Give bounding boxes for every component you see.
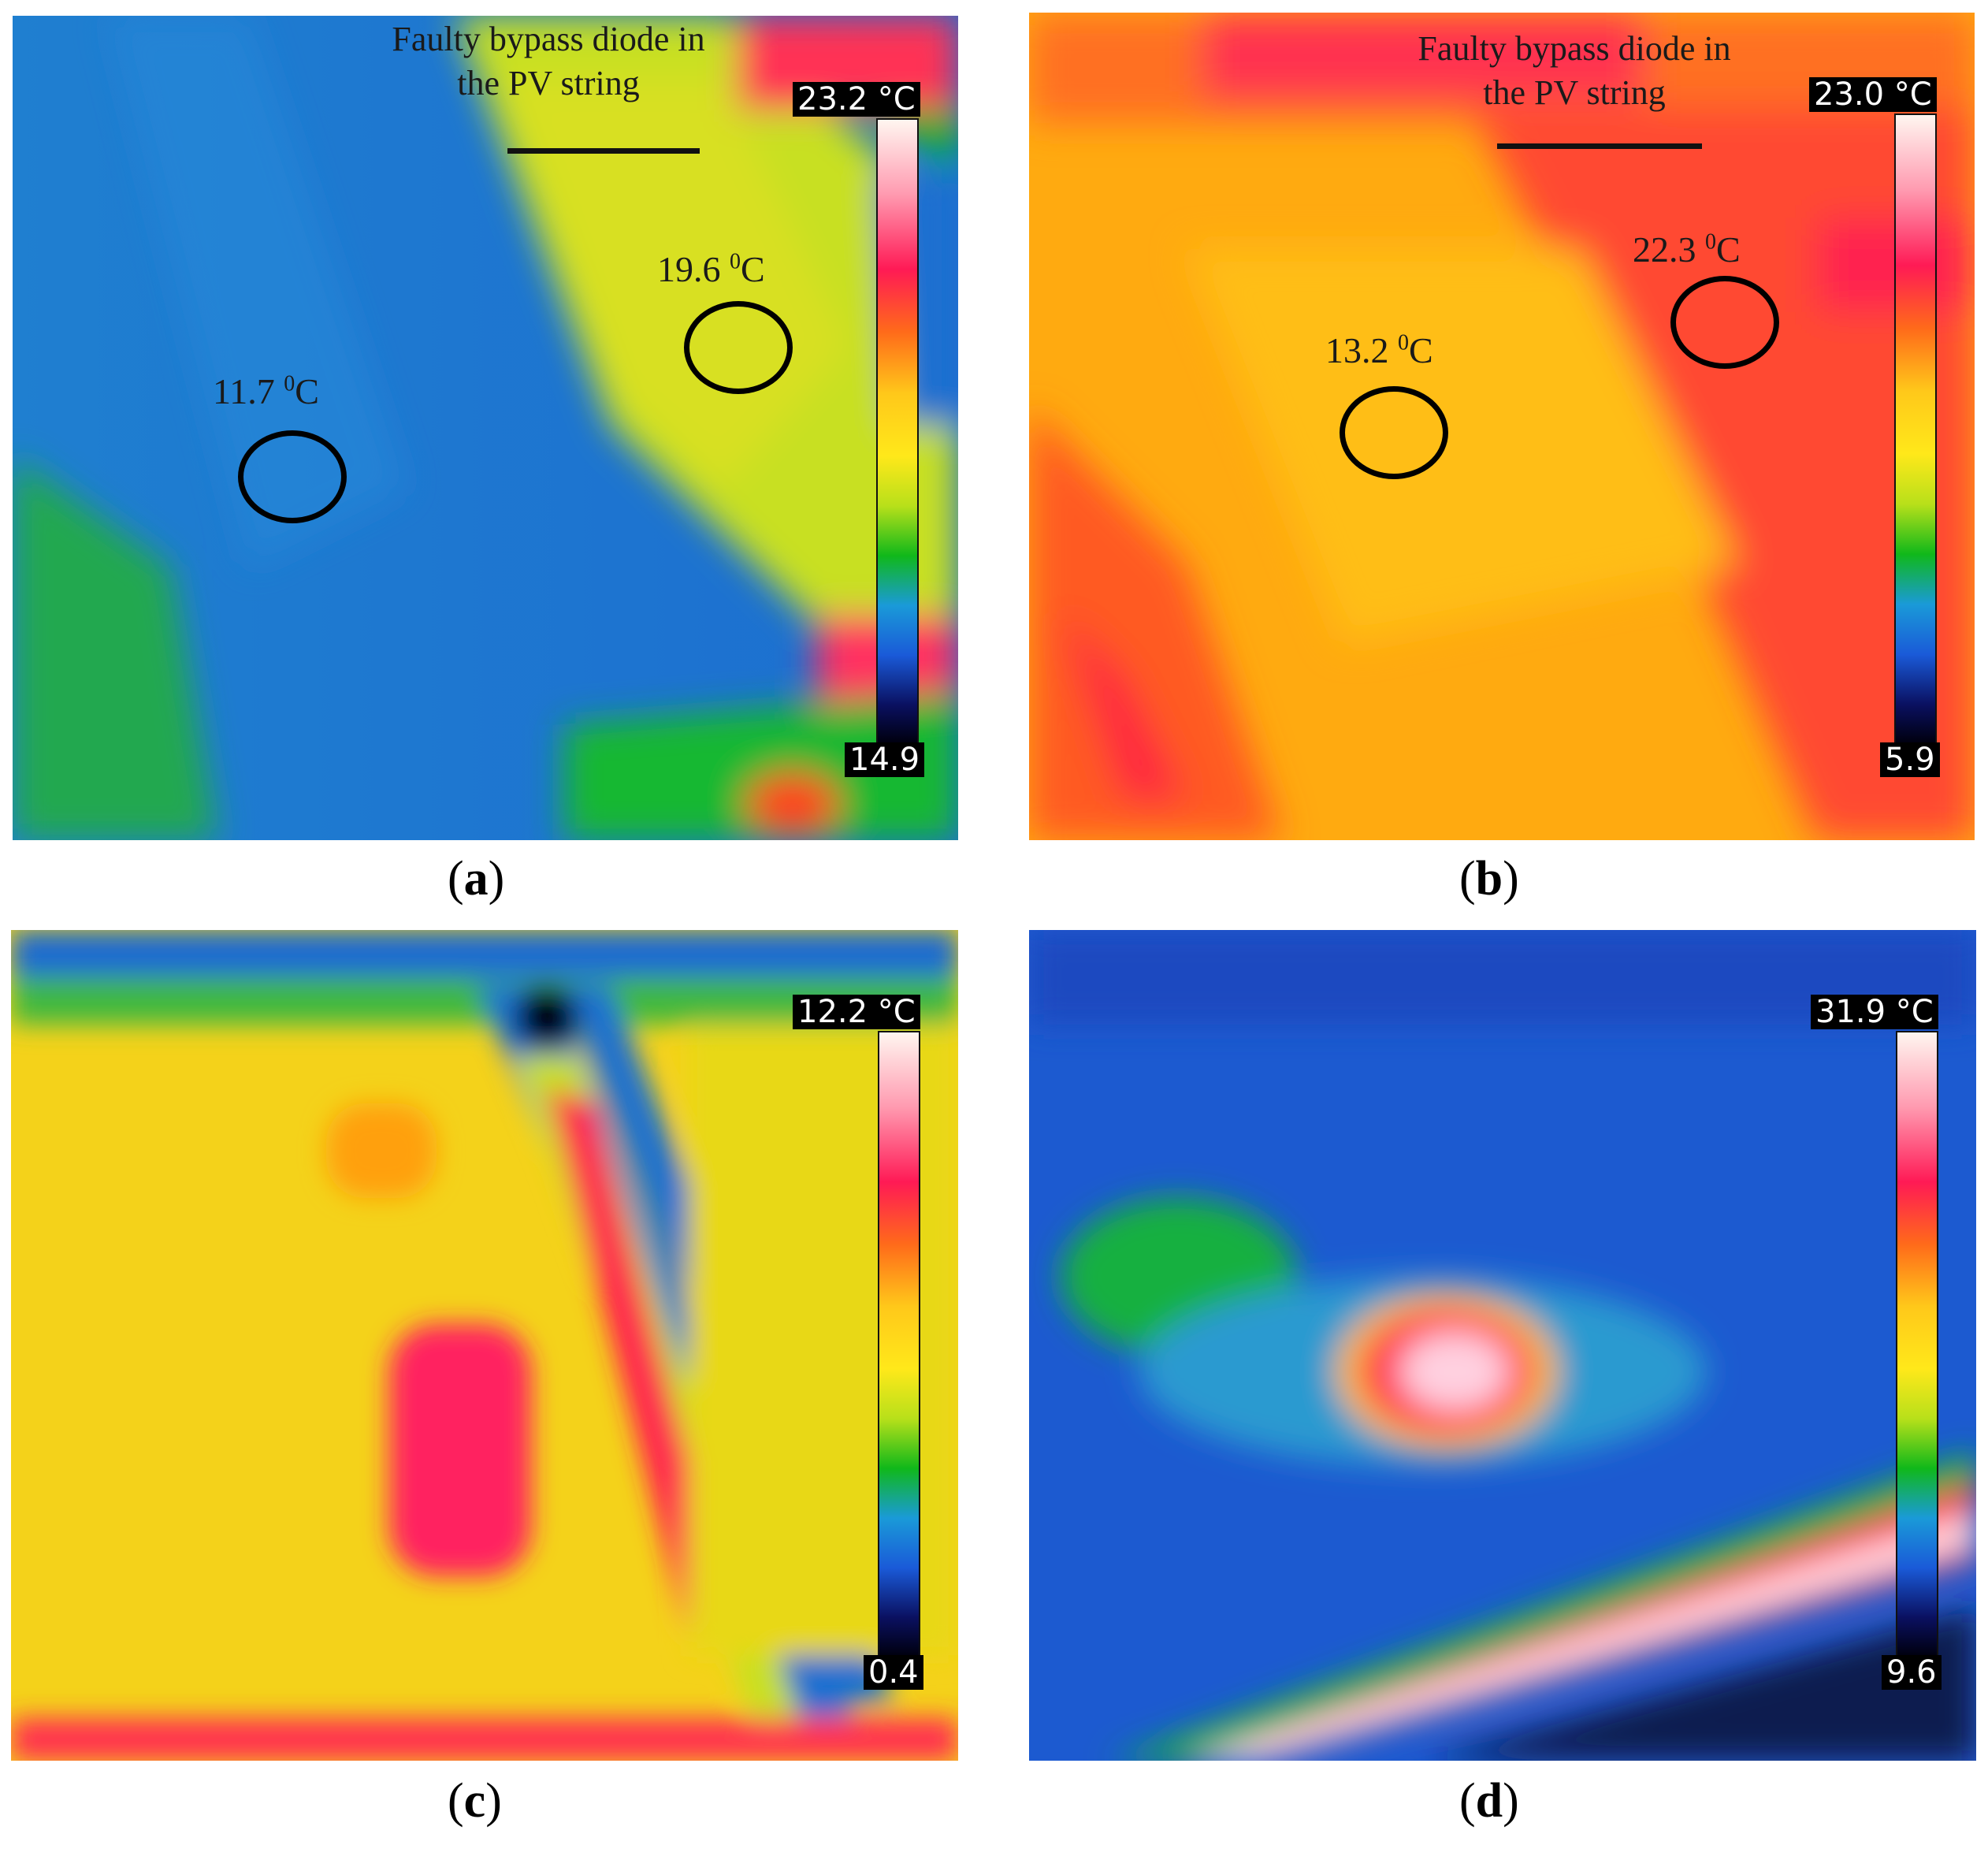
color-scale-bar	[878, 1031, 920, 1657]
temp-unit: C	[295, 371, 319, 411]
thermal-image-a: Faulty bypass diode in the PV string 11.…	[13, 16, 958, 840]
temp-label-cold: 13.2 0C	[1325, 329, 1433, 371]
caption-b: (b)	[1459, 852, 1519, 906]
temp-label-hot: 22.3 0C	[1633, 229, 1741, 270]
scale-max-label: 23.0 °C	[1809, 77, 1937, 112]
temp-degree: 0	[730, 249, 741, 274]
thermal-image-c-graphic	[11, 930, 958, 1761]
annotation-line-2: the PV string	[1483, 73, 1666, 112]
measurement-circle-hot	[1670, 276, 1779, 369]
measurement-circle-cold	[1340, 386, 1448, 479]
scale-min-label: 14.9	[845, 742, 925, 777]
scale-min-label: 5.9	[1880, 742, 1940, 777]
scale-max-label: 12.2 °C	[793, 995, 920, 1029]
scale-max-label: 23.2 °C	[793, 82, 920, 117]
caption-letter: d	[1475, 1774, 1503, 1828]
measurement-circle-hot	[684, 301, 793, 394]
temp-degree: 0	[1398, 330, 1409, 355]
caption-a: (a)	[448, 852, 505, 906]
annotation-faulty-diode: Faulty bypass diode in the PV string	[344, 17, 753, 106]
thermal-image-d: 31.9 °C 9.6	[1029, 930, 1976, 1761]
caption-d: (d)	[1459, 1774, 1519, 1828]
color-scale-bar	[1896, 1031, 1938, 1657]
temp-unit: C	[1409, 330, 1433, 370]
thermal-image-c: 12.2 °C 0.4	[11, 930, 958, 1761]
scale-min-label: 9.6	[1882, 1655, 1942, 1690]
temp-value: 13.2	[1325, 330, 1398, 370]
annotation-line-1: Faulty bypass diode in	[392, 20, 705, 58]
annotation-underline	[507, 148, 700, 154]
caption-c: (c)	[448, 1774, 502, 1828]
temp-value: 22.3	[1633, 229, 1705, 270]
temp-label-hot: 19.6 0C	[657, 248, 765, 290]
temp-degree: 0	[1705, 229, 1716, 255]
annotation-underline	[1497, 143, 1702, 149]
measurement-circle-cold	[238, 430, 347, 523]
thermal-image-b: Faulty bypass diode in the PV string 13.…	[1029, 13, 1975, 840]
annotation-faulty-diode: Faulty bypass diode in the PV string	[1369, 27, 1779, 115]
thermal-image-d-graphic	[1029, 930, 1976, 1761]
color-scale-bar	[876, 118, 919, 744]
scale-min-label: 0.4	[864, 1655, 923, 1690]
color-scale-bar	[1894, 113, 1937, 744]
caption-letter: a	[463, 852, 489, 906]
temp-value: 19.6	[657, 249, 730, 289]
temp-degree: 0	[284, 371, 295, 396]
annotation-line-2: the PV string	[457, 64, 640, 102]
temp-unit: C	[741, 249, 765, 289]
temp-label-cold: 11.7 0C	[213, 370, 319, 412]
temp-unit: C	[1716, 229, 1741, 270]
scale-max-label: 31.9 °C	[1811, 995, 1938, 1029]
temp-value: 11.7	[213, 371, 284, 411]
thermal-image-b-graphic	[1029, 13, 1975, 840]
caption-letter: b	[1475, 852, 1503, 906]
thermal-image-a-graphic	[13, 16, 958, 840]
caption-letter: c	[463, 1774, 486, 1828]
annotation-line-1: Faulty bypass diode in	[1418, 29, 1731, 68]
